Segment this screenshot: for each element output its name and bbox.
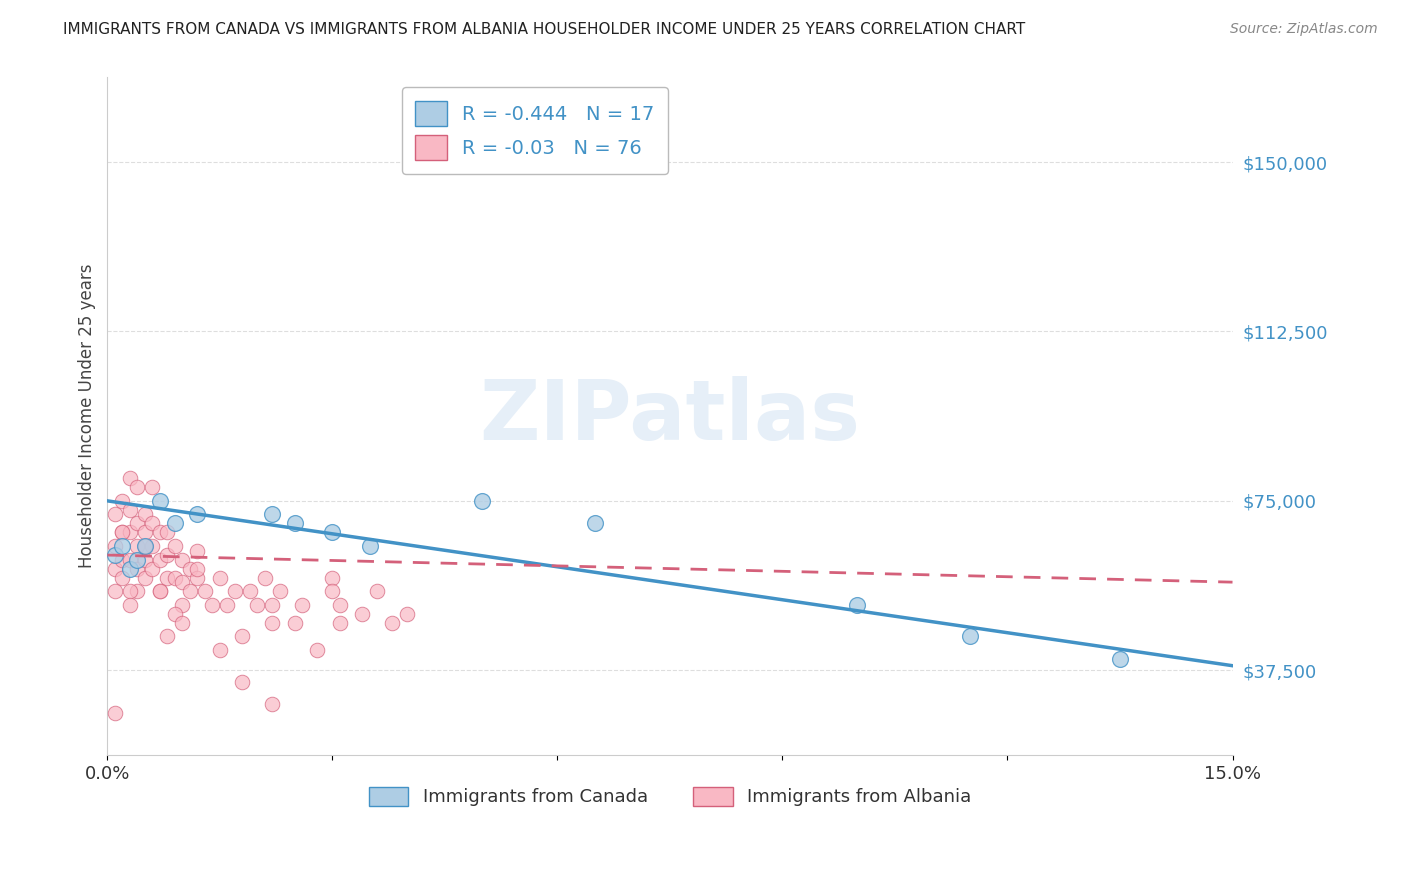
- Point: [262, 508, 284, 522]
- Point: [329, 615, 352, 630]
- Point: [172, 598, 194, 612]
- Point: [179, 584, 201, 599]
- Point: [104, 548, 127, 562]
- Point: [172, 575, 194, 590]
- Point: [224, 584, 246, 599]
- Point: [172, 615, 194, 630]
- Point: [134, 571, 156, 585]
- Point: [307, 643, 329, 657]
- Point: [134, 539, 156, 553]
- Point: [141, 516, 163, 531]
- Point: [471, 493, 494, 508]
- Point: [321, 525, 343, 540]
- Y-axis label: Householder Income Under 25 years: Householder Income Under 25 years: [79, 264, 96, 568]
- Point: [186, 543, 208, 558]
- Point: [104, 584, 127, 599]
- Point: [141, 561, 163, 575]
- Point: [118, 525, 141, 540]
- Point: [118, 598, 141, 612]
- Point: [156, 571, 179, 585]
- Point: [284, 615, 307, 630]
- Point: [127, 561, 149, 575]
- Point: [163, 516, 186, 531]
- Point: [1109, 652, 1132, 666]
- Point: [217, 598, 239, 612]
- Point: [104, 706, 127, 720]
- Point: [262, 697, 284, 711]
- Point: [179, 561, 201, 575]
- Point: [321, 571, 343, 585]
- Point: [127, 516, 149, 531]
- Point: [127, 480, 149, 494]
- Point: [231, 629, 253, 643]
- Point: [118, 584, 141, 599]
- Point: [321, 584, 343, 599]
- Point: [381, 615, 404, 630]
- Point: [366, 584, 388, 599]
- Point: [141, 539, 163, 553]
- Point: [352, 607, 374, 621]
- Point: [163, 607, 186, 621]
- Point: [149, 584, 172, 599]
- Point: [149, 584, 172, 599]
- Point: [149, 525, 172, 540]
- Point: [396, 607, 419, 621]
- Point: [127, 584, 149, 599]
- Point: [239, 584, 262, 599]
- Point: [104, 539, 127, 553]
- Point: [163, 571, 186, 585]
- Point: [291, 598, 314, 612]
- Point: [118, 471, 141, 485]
- Point: [134, 552, 156, 566]
- Point: [359, 539, 381, 553]
- Point: [186, 561, 208, 575]
- Point: [111, 525, 134, 540]
- Point: [262, 598, 284, 612]
- Legend: Immigrants from Canada, Immigrants from Albania: Immigrants from Canada, Immigrants from …: [361, 780, 979, 814]
- Point: [127, 552, 149, 566]
- Point: [104, 561, 127, 575]
- Point: [329, 598, 352, 612]
- Text: ZIPatlas: ZIPatlas: [479, 376, 860, 457]
- Point: [141, 480, 163, 494]
- Point: [201, 598, 224, 612]
- Point: [111, 493, 134, 508]
- Point: [253, 571, 276, 585]
- Text: Source: ZipAtlas.com: Source: ZipAtlas.com: [1230, 22, 1378, 37]
- Point: [118, 561, 141, 575]
- Text: IMMIGRANTS FROM CANADA VS IMMIGRANTS FROM ALBANIA HOUSEHOLDER INCOME UNDER 25 YE: IMMIGRANTS FROM CANADA VS IMMIGRANTS FRO…: [63, 22, 1025, 37]
- Point: [118, 552, 141, 566]
- Point: [156, 525, 179, 540]
- Point: [186, 508, 208, 522]
- Point: [134, 508, 156, 522]
- Point: [959, 629, 981, 643]
- Point: [111, 571, 134, 585]
- Point: [111, 525, 134, 540]
- Point: [231, 674, 253, 689]
- Point: [134, 525, 156, 540]
- Point: [172, 552, 194, 566]
- Point: [208, 643, 231, 657]
- Point: [846, 598, 869, 612]
- Point: [111, 552, 134, 566]
- Point: [149, 552, 172, 566]
- Point: [156, 629, 179, 643]
- Point: [127, 539, 149, 553]
- Point: [156, 548, 179, 562]
- Point: [583, 516, 606, 531]
- Point: [163, 539, 186, 553]
- Point: [246, 598, 269, 612]
- Point: [269, 584, 291, 599]
- Point: [134, 539, 156, 553]
- Point: [284, 516, 307, 531]
- Point: [111, 539, 134, 553]
- Point: [104, 508, 127, 522]
- Point: [208, 571, 231, 585]
- Point: [118, 503, 141, 517]
- Point: [149, 493, 172, 508]
- Point: [186, 571, 208, 585]
- Point: [194, 584, 217, 599]
- Point: [262, 615, 284, 630]
